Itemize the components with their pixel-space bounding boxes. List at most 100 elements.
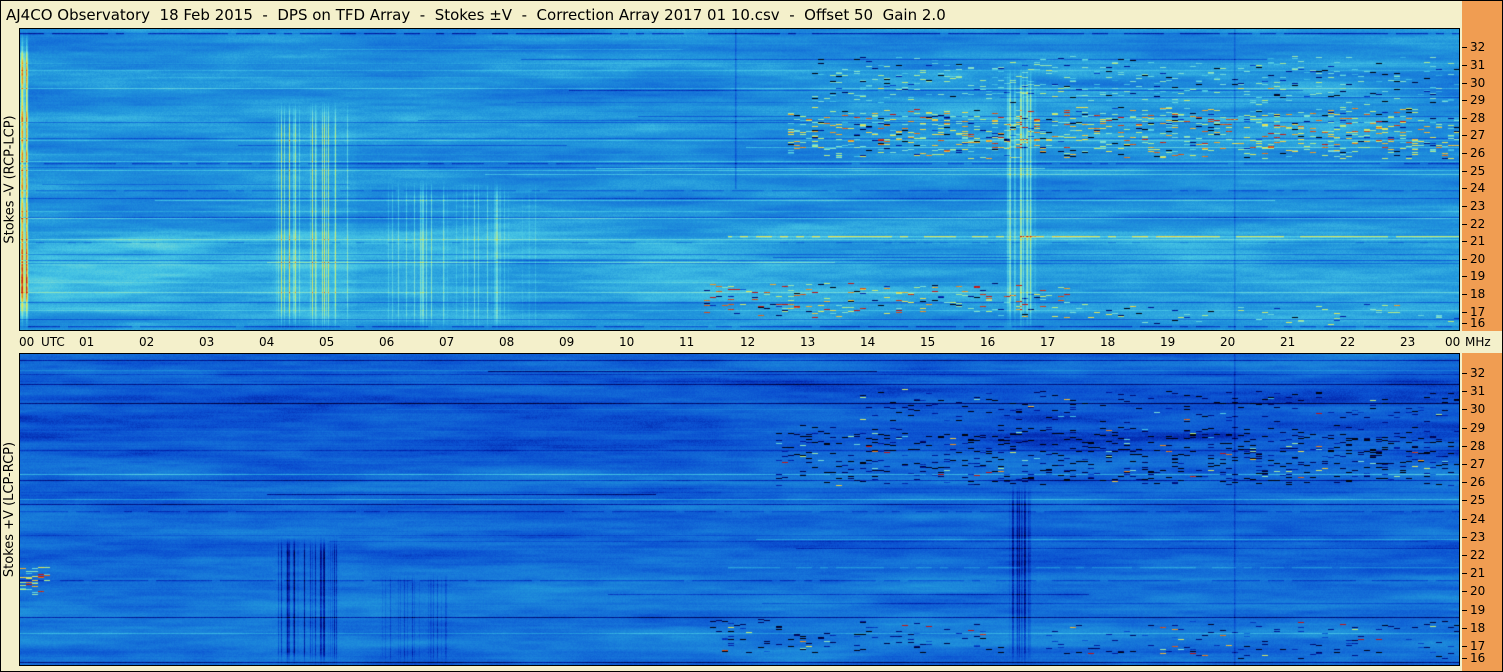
time-hour-label: 09 — [559, 335, 575, 349]
time-hour-label: 06 — [379, 335, 395, 349]
freq-tick-label: 16 — [1470, 316, 1486, 330]
spectrogram-canvas-stokes-plus-v — [20, 354, 1459, 665]
time-hour-label: 04 — [259, 335, 275, 349]
time-unit-utc-label: UTC — [41, 335, 65, 349]
freq-tick-label: 27 — [1470, 457, 1486, 471]
freq-tick-label: 23 — [1470, 530, 1486, 544]
freq-tick-label: 21 — [1470, 566, 1486, 580]
freq-tick-label: 31 — [1470, 58, 1486, 72]
freq-tick-mark — [1462, 294, 1467, 295]
freq-tick-mark — [1462, 312, 1467, 313]
freq-tick-label: 19 — [1470, 603, 1486, 617]
freq-tick-mark — [1462, 153, 1467, 154]
freq-tick-mark — [1462, 409, 1467, 410]
freq-tick-label: 20 — [1470, 584, 1486, 598]
freq-tick-label: 17 — [1470, 639, 1486, 653]
time-hour-label: 01 — [79, 335, 95, 349]
time-hour-label: 00 — [1445, 335, 1461, 349]
freq-tick-mark — [1462, 171, 1467, 172]
freq-tick-mark — [1462, 100, 1467, 101]
spectrogram-panel-stokes-minus-v — [19, 28, 1460, 331]
freq-tick-mark — [1462, 537, 1467, 538]
freq-tick-mark — [1462, 500, 1467, 501]
time-hour-label: 03 — [199, 335, 215, 349]
freq-tick-label: 22 — [1470, 217, 1486, 231]
freq-tick-label: 30 — [1470, 402, 1486, 416]
freq-tick-mark — [1462, 428, 1467, 429]
time-hour-label: 13 — [800, 335, 816, 349]
panel-label-stokes-plus-v: Stokes +V (LCP-RCP) — [2, 441, 18, 578]
time-hour-label: 10 — [619, 335, 635, 349]
freq-tick-label: 29 — [1470, 421, 1486, 435]
freq-tick-label: 28 — [1470, 439, 1486, 453]
time-hour-label: 07 — [439, 335, 455, 349]
freq-tick-label: 25 — [1470, 493, 1486, 507]
freq-tick-mark — [1462, 555, 1467, 556]
time-hour-label: 22 — [1340, 335, 1356, 349]
freq-tick-mark — [1462, 323, 1467, 324]
time-hour-label: 21 — [1280, 335, 1296, 349]
time-hour-label: 11 — [679, 335, 695, 349]
spectrogram-canvas-stokes-minus-v — [20, 29, 1459, 330]
freq-tick-mark — [1462, 224, 1467, 225]
time-hour-label: 12 — [740, 335, 756, 349]
freq-tick-label: 30 — [1470, 76, 1486, 90]
time-hour-label: 02 — [139, 335, 155, 349]
freq-tick-label: 16 — [1470, 651, 1486, 665]
freq-tick-label: 22 — [1470, 548, 1486, 562]
freq-tick-label: 28 — [1470, 111, 1486, 125]
freq-tick-mark — [1462, 591, 1467, 592]
time-hour-label: 16 — [980, 335, 996, 349]
panel-label-stokes-minus-v: Stokes -V (RCP-LCP) — [2, 115, 18, 244]
freq-tick-label: 32 — [1470, 366, 1486, 380]
freq-tick-mark — [1462, 135, 1467, 136]
freq-tick-label: 18 — [1470, 287, 1486, 301]
freq-tick-mark — [1462, 573, 1467, 574]
freq-tick-label: 26 — [1470, 475, 1486, 489]
freq-unit-mhz-label: MHz — [1465, 335, 1491, 349]
freq-tick-label: 31 — [1470, 384, 1486, 398]
freq-tick-label: 24 — [1470, 181, 1486, 195]
freq-tick-mark — [1462, 610, 1467, 611]
freq-tick-label: 24 — [1470, 512, 1486, 526]
page-title: AJ4CO Observatory 18 Feb 2015 - DPS on T… — [6, 5, 946, 24]
freq-tick-label: 26 — [1470, 146, 1486, 160]
freq-tick-mark — [1462, 276, 1467, 277]
time-hour-label: 05 — [319, 335, 335, 349]
freq-tick-mark — [1462, 658, 1467, 659]
time-hour-label: 15 — [920, 335, 936, 349]
time-hour-label: 00 — [19, 335, 35, 349]
freq-tick-label: 25 — [1470, 164, 1486, 178]
freq-tick-mark — [1462, 646, 1467, 647]
time-hour-label: 19 — [1160, 335, 1176, 349]
time-axis: 00 01 02 03 04 05 06 07 08 09 10 11 12 13 14 15 16 17 18 19… — [1, 331, 1502, 353]
freq-tick-label: 21 — [1470, 234, 1486, 248]
freq-tick-mark — [1462, 464, 1467, 465]
title-bar: AJ4CO Observatory 18 Feb 2015 - DPS on T… — [1, 1, 1462, 28]
freq-tick-mark — [1462, 83, 1467, 84]
freq-tick-mark — [1462, 47, 1467, 48]
freq-tick-label: 32 — [1470, 40, 1486, 54]
freq-tick-mark — [1462, 519, 1467, 520]
freq-tick-label: 23 — [1470, 199, 1486, 213]
freq-tick-mark — [1462, 628, 1467, 629]
time-hour-label: 17 — [1040, 335, 1056, 349]
freq-tick-label: 27 — [1470, 128, 1486, 142]
freq-tick-label: 29 — [1470, 93, 1486, 107]
time-hour-label: 20 — [1220, 335, 1236, 349]
freq-tick-mark — [1462, 482, 1467, 483]
freq-tick-label: 18 — [1470, 621, 1486, 635]
time-hour-label: 23 — [1400, 335, 1416, 349]
freq-tick-mark — [1462, 188, 1467, 189]
freq-tick-mark — [1462, 65, 1467, 66]
spectrogram-panel-stokes-plus-v — [19, 353, 1460, 666]
freq-tick-label: 17 — [1470, 305, 1486, 319]
freq-tick-mark — [1462, 118, 1467, 119]
freq-tick-label: 19 — [1470, 269, 1486, 283]
freq-tick-mark — [1462, 373, 1467, 374]
freq-tick-mark — [1462, 241, 1467, 242]
freq-tick-label: 20 — [1470, 252, 1486, 266]
freq-tick-mark — [1462, 446, 1467, 447]
freq-tick-mark — [1462, 391, 1467, 392]
